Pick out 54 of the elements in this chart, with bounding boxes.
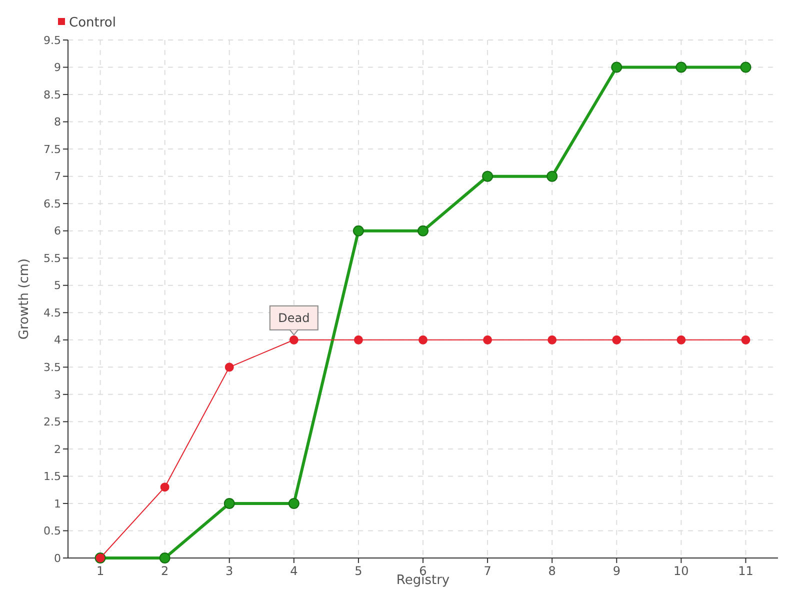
point	[160, 482, 170, 492]
x-tick-label: 1	[96, 564, 104, 578]
x-tick-label: 8	[548, 564, 556, 578]
x-axis-title: Registry	[396, 573, 450, 588]
point	[224, 362, 234, 372]
x-tick-label: 2	[161, 564, 169, 578]
point	[224, 498, 235, 509]
point	[352, 225, 364, 236]
point	[289, 335, 298, 344]
x-tick-label: 9	[612, 564, 620, 578]
y-tick-label: 6	[54, 224, 61, 238]
x-tick-label: 3	[226, 564, 234, 578]
y-tick-label: 7.5	[44, 142, 61, 156]
y-tick-label: 9	[54, 61, 61, 74]
x-tick-label: 4	[290, 564, 298, 578]
point	[611, 62, 622, 73]
y-tick-label: 0.5	[44, 524, 61, 538]
point	[676, 62, 687, 73]
annotation: Dead	[278, 311, 310, 326]
x-tick-label: 7	[484, 564, 492, 578]
point	[159, 552, 170, 564]
x-tick-label: 11	[738, 564, 754, 578]
y-tick-label: 2	[54, 442, 61, 456]
y-tick-label: 4.5	[44, 306, 61, 320]
y-tick-label: 8.5	[44, 88, 61, 102]
point	[288, 498, 300, 509]
y-tick-label: 4	[54, 334, 61, 347]
y-tick-label: 3	[54, 388, 61, 402]
point	[482, 170, 494, 182]
y-tick-label: 5	[54, 279, 61, 292]
y-tick-label: 1	[54, 497, 61, 510]
y-tick-label: 5.5	[44, 252, 61, 265]
point	[546, 170, 558, 182]
y-tick-label: 3.5	[44, 361, 61, 374]
point	[740, 62, 752, 73]
y-tick-label: 0	[54, 552, 61, 565]
y-tick-label: 9.5	[44, 34, 61, 47]
point	[418, 335, 428, 344]
point	[612, 335, 622, 344]
point	[548, 335, 557, 344]
point	[483, 335, 492, 344]
y-tick-label: 8	[54, 116, 61, 129]
y-tick-label: 2.5	[44, 416, 61, 429]
x-tick-label: 10	[674, 564, 689, 578]
y-tick-label: 6.5	[44, 197, 61, 210]
point	[354, 335, 363, 344]
y-tick-label: 7	[54, 170, 61, 184]
point	[741, 335, 750, 344]
point	[418, 225, 428, 236]
legend-label: Control	[69, 16, 116, 31]
y-axis-title: Growth (cm)	[17, 258, 32, 340]
x-tick-label: 5	[354, 564, 362, 578]
y-tick-label: 1.5	[44, 470, 61, 484]
point	[676, 335, 686, 344]
